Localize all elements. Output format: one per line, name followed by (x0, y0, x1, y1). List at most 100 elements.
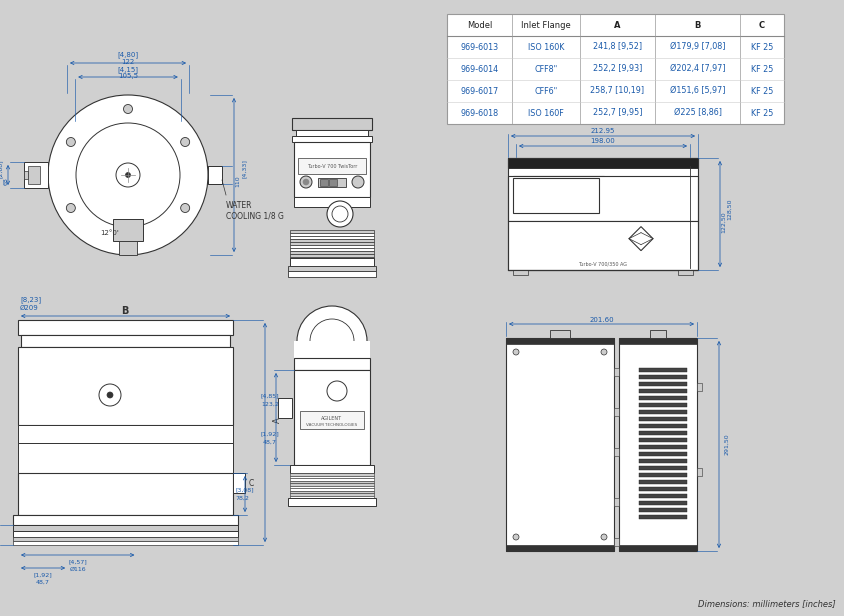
Bar (619, 338, 697, 344)
Bar (290, 257, 374, 260)
Text: 252,2 [9,93]: 252,2 [9,93] (592, 65, 642, 73)
Text: C: C (249, 479, 254, 487)
Bar (697, 383, 702, 391)
Circle shape (181, 137, 190, 147)
Text: B: B (695, 20, 701, 30)
Text: Ø116: Ø116 (69, 567, 86, 572)
Text: Ø209: Ø209 (20, 305, 39, 311)
Text: ISO 160F: ISO 160F (528, 108, 564, 118)
Circle shape (300, 176, 312, 188)
Bar (294, 370, 370, 465)
Text: 969-6013: 969-6013 (461, 43, 499, 52)
Circle shape (67, 137, 75, 147)
Text: 252,7 [9,95]: 252,7 [9,95] (592, 108, 642, 118)
Text: 12°0': 12°0' (100, 230, 119, 236)
Bar (639, 431, 687, 435)
Bar (639, 396, 687, 400)
Text: CFF6": CFF6" (534, 86, 558, 95)
Bar (290, 230, 374, 233)
Bar (290, 493, 374, 495)
Bar (697, 468, 702, 476)
Bar (290, 239, 374, 242)
Text: B: B (122, 306, 128, 316)
Bar (329, 179, 337, 186)
Bar (18, 347, 233, 425)
Bar (13, 515, 238, 525)
Text: ISO 160K: ISO 160K (528, 43, 564, 52)
Bar (508, 221, 698, 270)
Circle shape (123, 237, 133, 246)
Bar (508, 168, 698, 176)
Bar (639, 459, 687, 463)
Bar (300, 411, 364, 429)
Circle shape (181, 203, 190, 213)
Text: 969-6017: 969-6017 (460, 86, 499, 95)
Text: 128,50: 128,50 (728, 198, 733, 220)
Bar (508, 176, 698, 221)
Text: KF 25: KF 25 (751, 65, 773, 73)
Bar (508, 158, 698, 168)
Bar (290, 488, 374, 490)
Bar (639, 501, 687, 505)
Bar (208, 166, 222, 184)
Bar (119, 241, 137, 255)
Bar (639, 368, 687, 372)
Bar (614, 408, 619, 416)
Bar (290, 476, 374, 478)
Bar (639, 452, 687, 456)
Text: [1,92]: [1,92] (261, 431, 279, 437)
Circle shape (327, 201, 353, 227)
Bar (288, 271, 376, 277)
Bar (639, 473, 687, 477)
Bar (13, 537, 238, 541)
Circle shape (601, 349, 607, 355)
Bar (290, 480, 374, 483)
Text: A: A (273, 417, 282, 423)
Text: 291,50: 291,50 (724, 434, 729, 455)
Text: [8,23]: [8,23] (20, 297, 41, 303)
Bar (318, 178, 346, 187)
Bar (290, 478, 374, 480)
Bar (24, 162, 48, 188)
Bar (294, 341, 370, 363)
Text: [4,80]: [4,80] (117, 52, 138, 59)
Text: [4,57]: [4,57] (68, 559, 87, 564)
Bar (290, 258, 374, 266)
Bar (13, 525, 238, 531)
Bar (447, 14, 784, 124)
Text: 110: 110 (235, 175, 241, 187)
Bar (506, 545, 614, 551)
Bar (614, 498, 619, 506)
Text: KF 25: KF 25 (751, 86, 773, 95)
Text: A: A (614, 20, 620, 30)
Text: Dimensions: millimeters [inches]: Dimensions: millimeters [inches] (698, 599, 836, 608)
Bar (639, 382, 687, 386)
Bar (614, 368, 619, 376)
Bar (21, 335, 230, 347)
Text: C: C (759, 20, 765, 30)
Bar (513, 270, 528, 275)
Text: 122: 122 (122, 59, 135, 65)
Text: Ø179,9 [7,08]: Ø179,9 [7,08] (670, 43, 725, 52)
Bar (506, 338, 614, 344)
Bar (296, 130, 368, 136)
Bar (288, 266, 376, 271)
Text: WATER
COOLING 1/8 G: WATER COOLING 1/8 G (226, 201, 284, 221)
Bar (278, 398, 292, 418)
Bar (290, 485, 374, 488)
Bar (290, 248, 374, 251)
Text: [2,68]: [2,68] (0, 160, 3, 178)
Bar (619, 338, 697, 551)
Circle shape (297, 306, 367, 376)
Text: 258,7 [10,19]: 258,7 [10,19] (591, 86, 645, 95)
Text: Inlet Flange: Inlet Flange (521, 20, 571, 30)
Bar (639, 445, 687, 449)
Bar (650, 330, 666, 338)
Bar (294, 142, 370, 197)
Text: KF 25: KF 25 (751, 43, 773, 52)
Bar (24, 171, 28, 179)
Bar (639, 466, 687, 470)
Circle shape (513, 349, 519, 355)
Bar (550, 330, 570, 338)
Bar (506, 338, 614, 551)
